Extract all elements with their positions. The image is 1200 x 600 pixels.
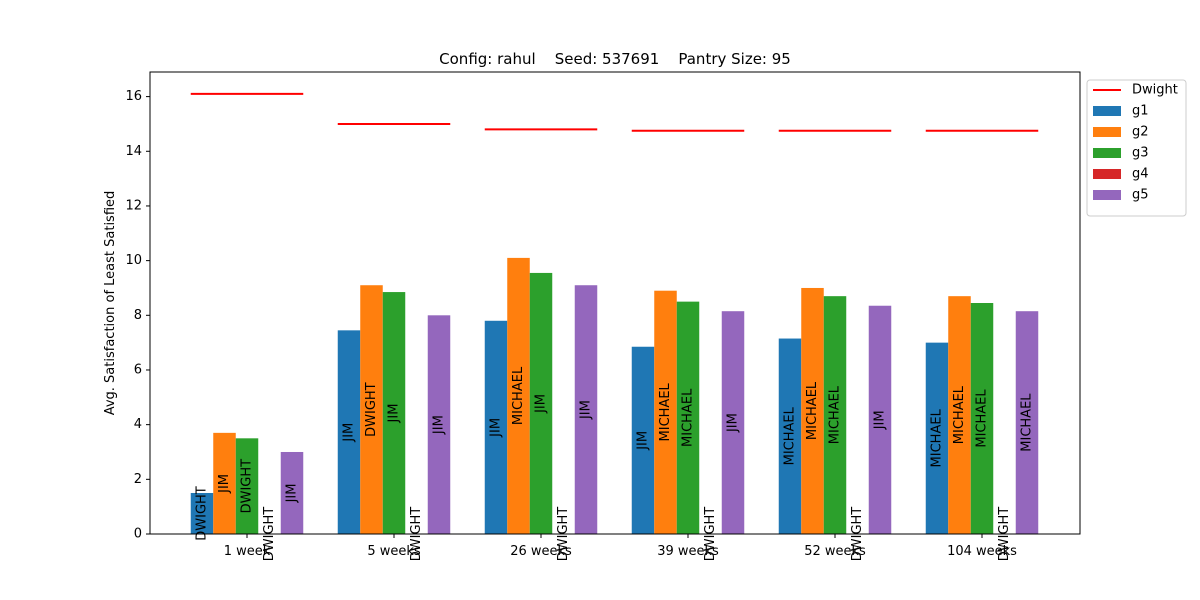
y-tick-label-10: 10 [125,253,142,268]
plot-frame [149,71,1081,535]
y-tick-label-4: 4 [134,417,142,432]
legend-marker-g4 [1093,169,1121,179]
y-tick-label-6: 6 [134,362,142,377]
bar-g5-2 [574,285,598,534]
x-axis: 1 week 5 weeks 26 weeks 39 weeks 52 weeks 104… [224,534,1017,559]
bar-g5-5 [1015,311,1039,534]
bar-g2-0 [213,432,236,534]
bar-label-g3-2: JIM [534,394,549,414]
x-tick-label-4: 52 weeks [804,544,866,559]
bar-label-g1-3: JIM [636,431,651,451]
bar-g3-2 [529,272,553,534]
bar-g2-5 [948,296,971,534]
bar-g2-1 [360,285,383,534]
bar-g1-1 [337,330,361,534]
legend-marker-g3 [1093,148,1121,158]
y-axis: 0 2 4 6 8 10 12 14 16 [125,89,150,542]
legend-label-g3: g3 [1132,146,1149,161]
bar-g2-3 [654,290,677,534]
bar-label-g3-1: JIM [387,404,402,424]
y-tick-label-14: 14 [125,144,142,159]
bar-g3-0 [235,438,259,534]
bar-g1-5 [925,342,949,534]
x-tick-label-0: 1 week [224,544,271,559]
bar-label-g5-4: JIM [873,410,888,430]
bar-label-g3-4: MICHAEL [828,385,843,444]
bar-g5-1 [427,315,451,534]
bar-g5-3 [721,311,745,534]
bar-label-g2-0: JIM [217,474,232,494]
bar-label-g1-4: MICHAEL [783,406,798,465]
legend-marker-g5 [1093,190,1121,200]
x-tick-label-3: 39 weeks [657,544,719,559]
bar-g1-2 [484,320,508,534]
chart-title: Config: rahul Seed: 537691 Pantry Size: … [439,50,791,68]
legend-label-g5: g5 [1132,188,1149,203]
bar-label-g5-2: JIM [579,400,594,420]
legend-label-g4: g4 [1132,167,1149,182]
bar-label-g3-0: DWIGHT [240,459,255,514]
bar-label-g2-1: DWIGHT [364,382,379,437]
legend-marker-g1 [1093,106,1121,116]
bar-label-g3-5: MICHAEL [975,389,990,448]
bar-g2-4 [801,287,824,534]
bar-g3-1 [382,292,406,534]
y-tick-label-16: 16 [125,89,142,104]
lines-layer [190,92,1039,132]
x-tick-label-5: 104 weeks [947,544,1017,559]
bar-g1-4 [778,338,802,534]
legend-label-g2: g2 [1132,125,1149,140]
bar-g5-0 [280,451,304,534]
bar-g5-4 [868,305,892,534]
bar-g3-3 [676,301,700,534]
bar-label-g3-3: MICHAEL [681,388,696,447]
y-tick-label-0: 0 [134,527,142,542]
bar-label-g5-3: JIM [726,413,741,433]
legend-label-dwight: Dwight [1132,83,1178,98]
bar-label-g2-4: MICHAEL [805,381,820,440]
bar-label-g1-0: DWIGHT [195,486,210,541]
x-tick-label-2: 26 weeks [510,544,572,559]
bar-g1-0 [190,492,214,534]
bar-label-g2-5: MICHAEL [952,385,967,444]
bar-g3-4 [823,296,847,534]
y-tick-label-8: 8 [134,308,142,323]
bar-label-g2-2: MICHAEL [511,366,526,425]
bar-label-g2-3: MICHAEL [658,382,673,441]
bar-g1-3 [631,346,655,534]
bar-g2-2 [507,257,530,534]
bar-label-g1-1: JIM [342,423,357,443]
bar-labels-layer: DWIGHT JIM JIM JIM MICHAEL MICHAEL JIM DWIGHT MI… [195,366,1035,561]
bars-layer [190,257,1039,534]
bar-label-g5-0: JIM [285,484,300,504]
x-tick-label-1: 5 weeks [367,544,421,559]
y-tick-label-2: 2 [134,472,142,487]
bar-label-g5-5: MICHAEL [1020,393,1035,452]
bar-g3-5 [970,303,994,534]
legend-label-g1: g1 [1132,104,1149,119]
legend: Dwight g1 g2 g3 g4 g5 [1086,79,1187,217]
y-tick-label-12: 12 [125,198,142,213]
y-axis-label: Avg. Satisfaction of Least Satisfied [103,191,118,416]
bar-label-g5-1: JIM [432,415,447,435]
bar-label-g1-5: MICHAEL [930,408,945,467]
bar-label-g1-2: JIM [489,418,504,438]
legend-marker-g2 [1093,127,1121,137]
